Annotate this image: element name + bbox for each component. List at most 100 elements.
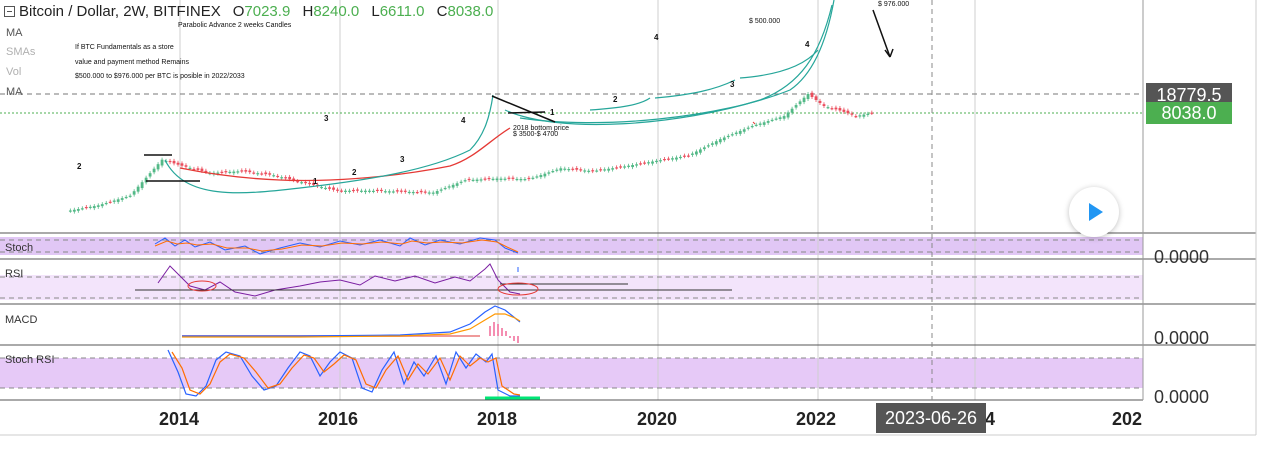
candle-body: [663, 159, 666, 161]
candle-body: [188, 167, 192, 170]
candle-body: [140, 182, 144, 189]
candle-body: [722, 137, 726, 141]
candle-body: [714, 141, 718, 145]
candle-body: [491, 178, 495, 180]
collapse-icon[interactable]: [4, 6, 15, 17]
candle-body: [92, 206, 96, 209]
indicator-label-smas[interactable]: SMAs: [6, 46, 36, 58]
candle-body: [96, 205, 100, 207]
candle-body: [288, 176, 292, 180]
arc-wave-2: [589, 97, 651, 111]
wave-label: 2: [613, 95, 618, 104]
arc-target-1: [504, 4, 833, 126]
note-target-500: $ 500.000: [749, 18, 781, 25]
candle-body: [762, 122, 766, 125]
note-bottom-1: 2018 bottom price: [513, 125, 570, 132]
candle-body: [419, 190, 423, 193]
candle-body: [296, 181, 300, 183]
candle-body: [603, 169, 607, 171]
candle-body: [515, 178, 519, 181]
candle-body: [671, 158, 674, 160]
candle-body: [356, 189, 359, 191]
candle-body: [571, 168, 575, 170]
candle-body: [595, 170, 599, 172]
candle-body: [176, 162, 180, 165]
arc-main: [164, 94, 494, 194]
candle-body: [387, 191, 391, 193]
candle-body: [144, 177, 148, 183]
candle-body: [862, 114, 866, 117]
wave-label: 2: [352, 168, 357, 177]
play-button[interactable]: [1069, 187, 1119, 237]
candle-body: [778, 117, 782, 120]
band-bounds: [0, 239, 1143, 389]
candle-body: [822, 104, 826, 106]
zero-label-stochrsi: 0.0000: [1154, 387, 1210, 407]
candle-body: [746, 127, 750, 129]
candle-body: [364, 190, 367, 193]
candle-body: [467, 178, 471, 181]
indicator-label-ma-2[interactable]: MA: [6, 86, 23, 98]
arc-target-2: [519, 0, 835, 124]
candle-body: [256, 173, 260, 175]
candle-body: [655, 160, 658, 163]
candle-body: [475, 179, 479, 182]
candle-body: [336, 189, 339, 191]
candle-body: [451, 184, 455, 188]
candle-body: [200, 168, 204, 171]
candle-body: [858, 115, 862, 117]
candle-body: [794, 105, 798, 108]
candle-body: [276, 175, 280, 178]
candle-body: [116, 199, 120, 202]
candle-body: [834, 107, 838, 110]
candle-body: [563, 168, 567, 170]
candle-body: [240, 170, 244, 172]
candle-body: [499, 178, 503, 180]
candle-body: [495, 178, 499, 181]
candle-body: [447, 186, 451, 188]
note-target-976: $ 976.000: [878, 1, 910, 8]
candle-body: [172, 160, 176, 164]
pane-label-stochrsi[interactable]: Stoch RSI: [5, 354, 55, 366]
wave-label: 4: [654, 33, 659, 42]
rsi-band: [0, 275, 1143, 300]
candle-body: [766, 121, 770, 123]
candle-body: [611, 168, 615, 170]
indicator-label-ma[interactable]: MA: [6, 27, 23, 39]
candle-body: [487, 177, 491, 180]
candle-body: [631, 165, 634, 168]
stochrsi-d-line: [171, 351, 521, 396]
candle-body: [160, 159, 164, 166]
ohlc-open-key: O: [232, 3, 245, 20]
candle-body: [547, 172, 551, 174]
indicator-label-vol[interactable]: Vol: [6, 66, 22, 78]
candle-body: [866, 113, 870, 115]
candle-body: [826, 107, 830, 109]
candle-body: [340, 190, 343, 192]
candle-body: [76, 209, 80, 211]
candle-body: [754, 124, 758, 126]
candle-body: [706, 145, 710, 147]
wave-label: 2: [77, 162, 82, 171]
candle-body: [252, 172, 256, 174]
candle-body: [439, 189, 443, 191]
candle-body: [738, 130, 742, 134]
candle-body: [292, 178, 296, 181]
candle-body: [320, 186, 323, 189]
candle-body: [802, 97, 806, 103]
candle-body: [368, 190, 371, 192]
pane-label-macd[interactable]: MACD: [5, 314, 38, 326]
candle-body: [148, 173, 152, 177]
pane-label-stoch[interactable]: Stoch: [5, 242, 34, 254]
candle-body: [463, 180, 467, 182]
pane-label-rsi[interactable]: RSI: [5, 268, 24, 280]
candle-body: [232, 171, 236, 174]
candle-body: [192, 168, 196, 171]
wave-label: 1: [313, 177, 318, 186]
candle-body: [587, 170, 591, 172]
candle-body: [72, 209, 76, 212]
candle-body: [842, 109, 846, 112]
ohlc-high-key: H: [302, 3, 314, 20]
candle-body: [128, 195, 132, 197]
